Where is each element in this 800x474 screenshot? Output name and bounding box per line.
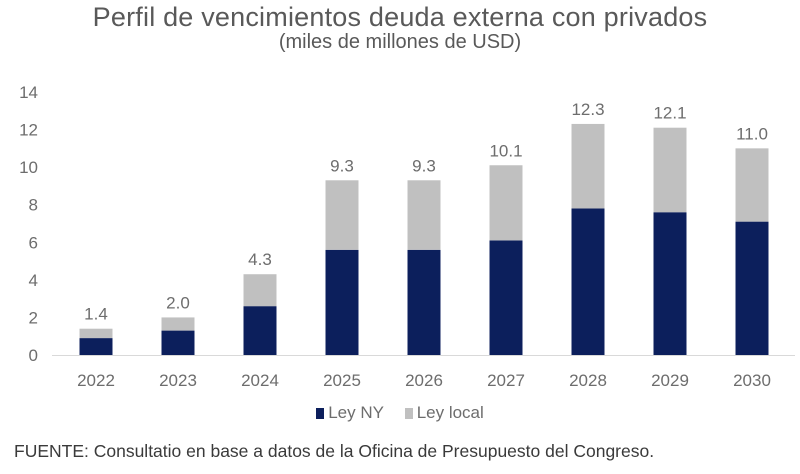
data-label-total-2023: 2.0 [166,293,190,312]
bar-ley-local-2023 [161,317,195,331]
chart-subtitle: (miles de millones de USD) [278,31,522,53]
y-tick-label: 6 [29,233,38,252]
data-label-total-2027: 10.1 [489,141,522,160]
x-tick-label: 2027 [487,371,525,390]
x-tick-label: 2022 [77,371,115,390]
bar-ley-ny-2030 [735,221,769,355]
bar-ley-local-2027 [489,165,523,241]
bar-ley-local-2029 [653,127,687,213]
source-note: FUENTE: Consultatio en base a datos de l… [14,441,655,461]
data-label-total-2024: 4.3 [248,250,272,269]
x-tick-label: 2023 [159,371,197,390]
chart-title: Perfil de vencimientos deuda externa con… [92,2,708,32]
y-tick-label: 4 [29,271,38,290]
bar-ley-ny-2022 [79,338,113,355]
y-tick-label: 0 [29,346,38,365]
legend-label-ley-ny: Ley NY [328,403,384,422]
data-label-total-2022: 1.4 [84,305,108,324]
x-tick-label: 2026 [405,371,443,390]
bar-ley-ny-2028 [571,208,605,355]
bar-ley-local-2028 [571,123,605,209]
y-tick-label: 8 [29,196,38,215]
bar-ley-ny-2023 [161,330,195,355]
bar-ley-ny-2029 [653,212,687,355]
bar-ley-ny-2027 [489,240,523,355]
legend-label-ley-local: Ley local [416,403,484,422]
legend-item-ley-local: Ley local [404,403,484,422]
x-tick-label: 2029 [651,371,689,390]
bar-ley-ny-2026 [407,249,441,355]
bar-ley-local-2026 [407,180,441,250]
legend-item-ley-ny: Ley NY [316,403,384,422]
x-tick-label: 2030 [733,371,771,390]
data-label-total-2026: 9.3 [412,156,436,175]
bar-ley-ny-2025 [325,249,359,355]
x-tick-label: 2024 [241,371,279,390]
bar-ley-local-2022 [79,328,113,339]
legend: Ley NY Ley local [0,403,800,423]
legend-swatch-ley-ny [316,408,325,419]
bar-ley-local-2024 [243,274,277,307]
legend-swatch-ley-local [404,408,413,419]
y-tick-label: 2 [29,308,38,327]
bar-ley-local-2030 [735,148,769,222]
data-label-total-2028: 12.3 [571,100,604,119]
data-label-total-2025: 9.3 [330,156,354,175]
x-tick-label: 2028 [569,371,607,390]
y-tick-label: 12 [19,121,38,140]
y-tick-label: 10 [19,158,38,177]
y-tick-label: 14 [19,83,38,102]
bar-ley-ny-2024 [243,306,277,355]
bar-ley-local-2025 [325,180,359,250]
data-label-total-2029: 12.1 [653,104,686,123]
x-tick-label: 2025 [323,371,361,390]
data-label-total-2030: 11.0 [736,124,768,143]
